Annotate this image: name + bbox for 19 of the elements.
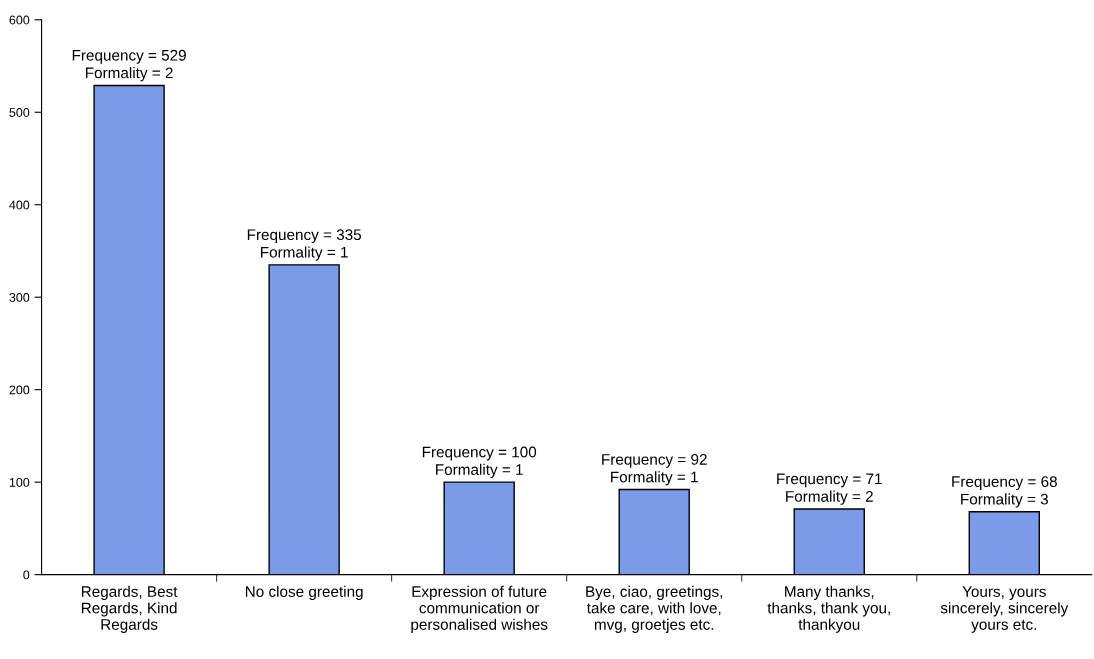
data-label: Frequency = 68 Formality = 3 <box>952 476 1057 508</box>
x-tick-label: Expression of future communication or personalised wishes <box>411 585 548 633</box>
data-label: Frequency = 100 Formality = 1 <box>422 446 537 478</box>
x-tick-label: Regards, Best Regards, Kind Regards <box>81 585 178 633</box>
data-label: Frequency = 92 Formality = 1 <box>602 454 707 486</box>
x-tick-label: Bye, ciao, greetings, take care, with love, mvg, groetjes etc. <box>586 585 723 633</box>
y-tick-label: 400 <box>9 200 30 210</box>
y-tick-label: 500 <box>9 108 30 117</box>
y-tick-label: 200 <box>9 385 30 395</box>
y-tick-label: 300 <box>9 293 30 302</box>
y-tick-label: 100 <box>9 477 30 487</box>
x-tick-label: Yours, yours sincerely, sincerely yours etc. <box>940 586 1069 633</box>
data-label: Frequency = 335 Formality = 1 <box>247 229 362 261</box>
data-label: Frequency = 529 Formality = 2 <box>72 49 186 82</box>
x-tick-label: Many thanks, thanks, thank you, thankyou <box>767 585 890 633</box>
x-tick-label: No close greeting <box>245 585 363 600</box>
y-tick-label: 600 <box>9 15 30 25</box>
y-tick-label: 0 <box>23 570 30 580</box>
data-label: Frequency = 71 Formality = 2 <box>777 473 882 505</box>
